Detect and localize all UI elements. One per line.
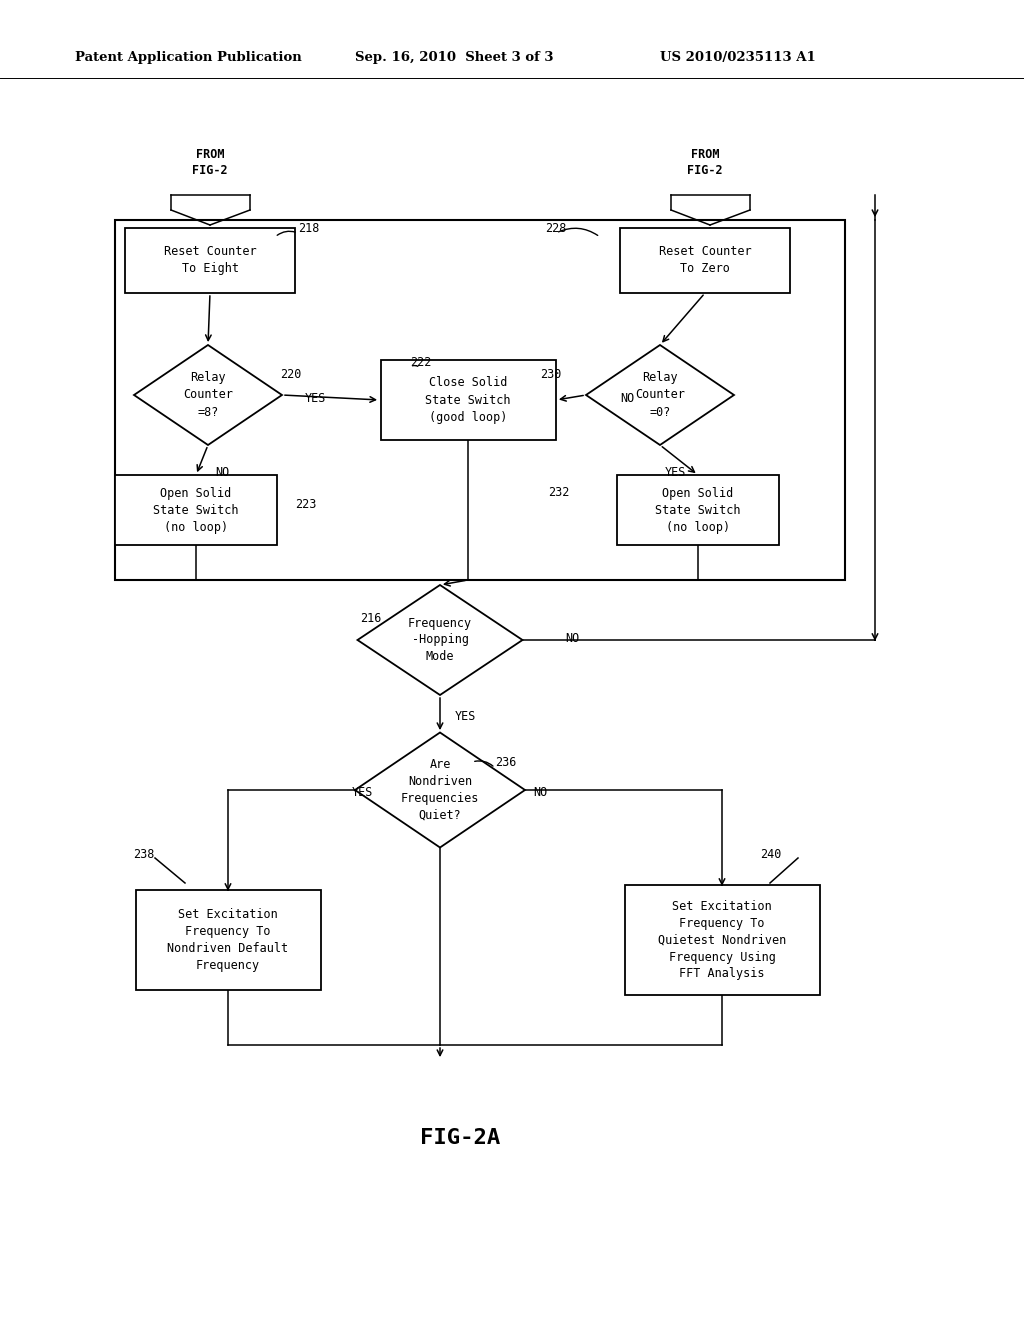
Polygon shape bbox=[357, 585, 522, 696]
Text: YES: YES bbox=[455, 710, 476, 722]
Bar bbox=[625, 884, 819, 995]
Polygon shape bbox=[134, 345, 282, 445]
Bar bbox=[381, 360, 555, 440]
Text: 218: 218 bbox=[298, 222, 319, 235]
Text: 223: 223 bbox=[295, 499, 316, 511]
Bar bbox=[135, 890, 321, 990]
Text: Set Excitation
Frequency To
Quietest Nondriven
Frequency Using
FFT Analysis: Set Excitation Frequency To Quietest Non… bbox=[657, 899, 786, 981]
Text: Reset Counter
To Zero: Reset Counter To Zero bbox=[658, 246, 752, 275]
Bar bbox=[125, 227, 295, 293]
Bar bbox=[617, 475, 779, 545]
Text: 222: 222 bbox=[410, 355, 431, 368]
Text: Are
Nondriven
Frequencies
Quiet?: Are Nondriven Frequencies Quiet? bbox=[400, 758, 479, 822]
Polygon shape bbox=[355, 733, 525, 847]
Text: Relay
Counter
=8?: Relay Counter =8? bbox=[183, 371, 232, 418]
Text: FROM
FIG-2: FROM FIG-2 bbox=[687, 149, 723, 177]
Text: US 2010/0235113 A1: US 2010/0235113 A1 bbox=[660, 51, 816, 65]
Text: 232: 232 bbox=[548, 487, 569, 499]
Text: NO: NO bbox=[534, 787, 547, 800]
Bar bbox=[620, 227, 790, 293]
Text: 238: 238 bbox=[133, 849, 155, 862]
Text: Open Solid
State Switch
(no loop): Open Solid State Switch (no loop) bbox=[154, 487, 239, 533]
Polygon shape bbox=[586, 345, 734, 445]
Text: Reset Counter
To Eight: Reset Counter To Eight bbox=[164, 246, 256, 275]
Text: YES: YES bbox=[305, 392, 327, 404]
Text: 216: 216 bbox=[360, 611, 381, 624]
Text: Close Solid
State Switch
(good loop): Close Solid State Switch (good loop) bbox=[425, 376, 511, 424]
Text: FIG-2A: FIG-2A bbox=[420, 1129, 500, 1148]
Text: NO: NO bbox=[620, 392, 634, 404]
Text: NO: NO bbox=[215, 466, 229, 479]
Bar bbox=[115, 220, 845, 579]
Text: YES: YES bbox=[665, 466, 686, 479]
Text: FROM
FIG-2: FROM FIG-2 bbox=[193, 149, 227, 177]
Text: Frequency
-Hopping
Mode: Frequency -Hopping Mode bbox=[408, 616, 472, 664]
Text: 228: 228 bbox=[545, 222, 566, 235]
Text: Set Excitation
Frequency To
Nondriven Default
Frequency: Set Excitation Frequency To Nondriven De… bbox=[168, 908, 289, 972]
Text: Open Solid
State Switch
(no loop): Open Solid State Switch (no loop) bbox=[655, 487, 740, 533]
Text: 240: 240 bbox=[760, 849, 781, 862]
Text: NO: NO bbox=[565, 631, 580, 644]
Bar bbox=[115, 475, 278, 545]
Text: Sep. 16, 2010  Sheet 3 of 3: Sep. 16, 2010 Sheet 3 of 3 bbox=[355, 51, 554, 65]
Text: YES: YES bbox=[352, 787, 374, 800]
Text: 220: 220 bbox=[280, 368, 301, 381]
Text: 236: 236 bbox=[495, 756, 516, 770]
Text: Relay
Counter
=0?: Relay Counter =0? bbox=[635, 371, 685, 418]
Text: 230: 230 bbox=[540, 368, 561, 381]
Text: Patent Application Publication: Patent Application Publication bbox=[75, 51, 302, 65]
